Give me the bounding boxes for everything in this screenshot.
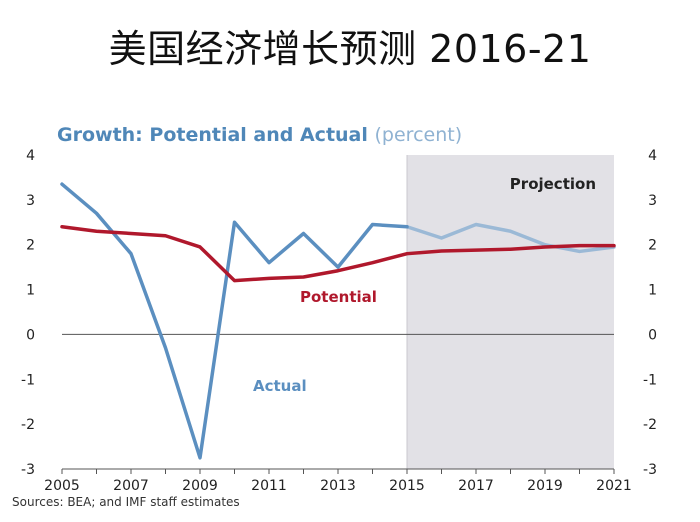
- y-tick-label-left: -2: [21, 417, 35, 433]
- series-label-actual: Actual: [253, 377, 307, 395]
- slide-title: 美国经济增长预测 2016-21: [108, 27, 592, 71]
- y-tick-label-left: 4: [26, 148, 35, 164]
- y-tick-label-right: -2: [643, 417, 657, 433]
- y-tick-label-right: 3: [648, 193, 657, 209]
- y-tick-label-right: 4: [648, 148, 657, 164]
- projection-region: [407, 155, 614, 469]
- y-tick-label-left: 0: [26, 327, 35, 343]
- x-tick-label: 2019: [527, 478, 563, 494]
- y-tick-label-right: -3: [643, 462, 657, 478]
- y-tick-label-right: 1: [648, 283, 657, 299]
- x-tick-label: 2011: [251, 478, 287, 494]
- x-tick-label: 2013: [320, 478, 356, 494]
- chart-title: Growth: Potential and Actual (percent): [57, 124, 462, 146]
- x-tick-label: 2021: [596, 478, 632, 494]
- chart-title-text: Growth: Potential and Actual: [57, 124, 368, 146]
- y-tick-label-left: 1: [26, 283, 35, 299]
- series-line-potential: [60, 225, 616, 283]
- y-tick-label-right: 2: [648, 238, 657, 254]
- chart-axes: 4 4 3 3 2 2 1 1 0 0 -1 -1 -2 -2 -3 -3 2005 2007 2009 2011 20…: [21, 148, 657, 494]
- x-tick-label: 2017: [458, 478, 494, 494]
- series-label-potential: Potential: [300, 288, 377, 306]
- x-tick-label: 2007: [113, 478, 149, 494]
- plot-background: [406, 155, 614, 469]
- projection-label: Projection: [510, 175, 596, 193]
- source-note: Sources: BEA; and IMF staff estimates: [12, 495, 240, 509]
- y-tick-label-left: -1: [21, 372, 35, 388]
- y-tick-label-left: -3: [21, 462, 35, 478]
- x-tick-label: 2009: [182, 478, 218, 494]
- series-line-actual-projection: [405, 222, 616, 254]
- chart-labels: Projection Actual Potential: [253, 175, 596, 395]
- y-tick-label-left: 2: [26, 238, 35, 254]
- chart-series: [60, 182, 616, 460]
- y-tick-label-left: 3: [26, 193, 35, 209]
- series-line-actual: [60, 182, 409, 460]
- x-tick-label: 2015: [389, 478, 425, 494]
- y-tick-label-right: 0: [648, 327, 657, 343]
- x-tick-label: 2005: [44, 478, 80, 494]
- y-tick-label-right: -1: [643, 372, 657, 388]
- chart-title-unit: (percent): [374, 124, 463, 146]
